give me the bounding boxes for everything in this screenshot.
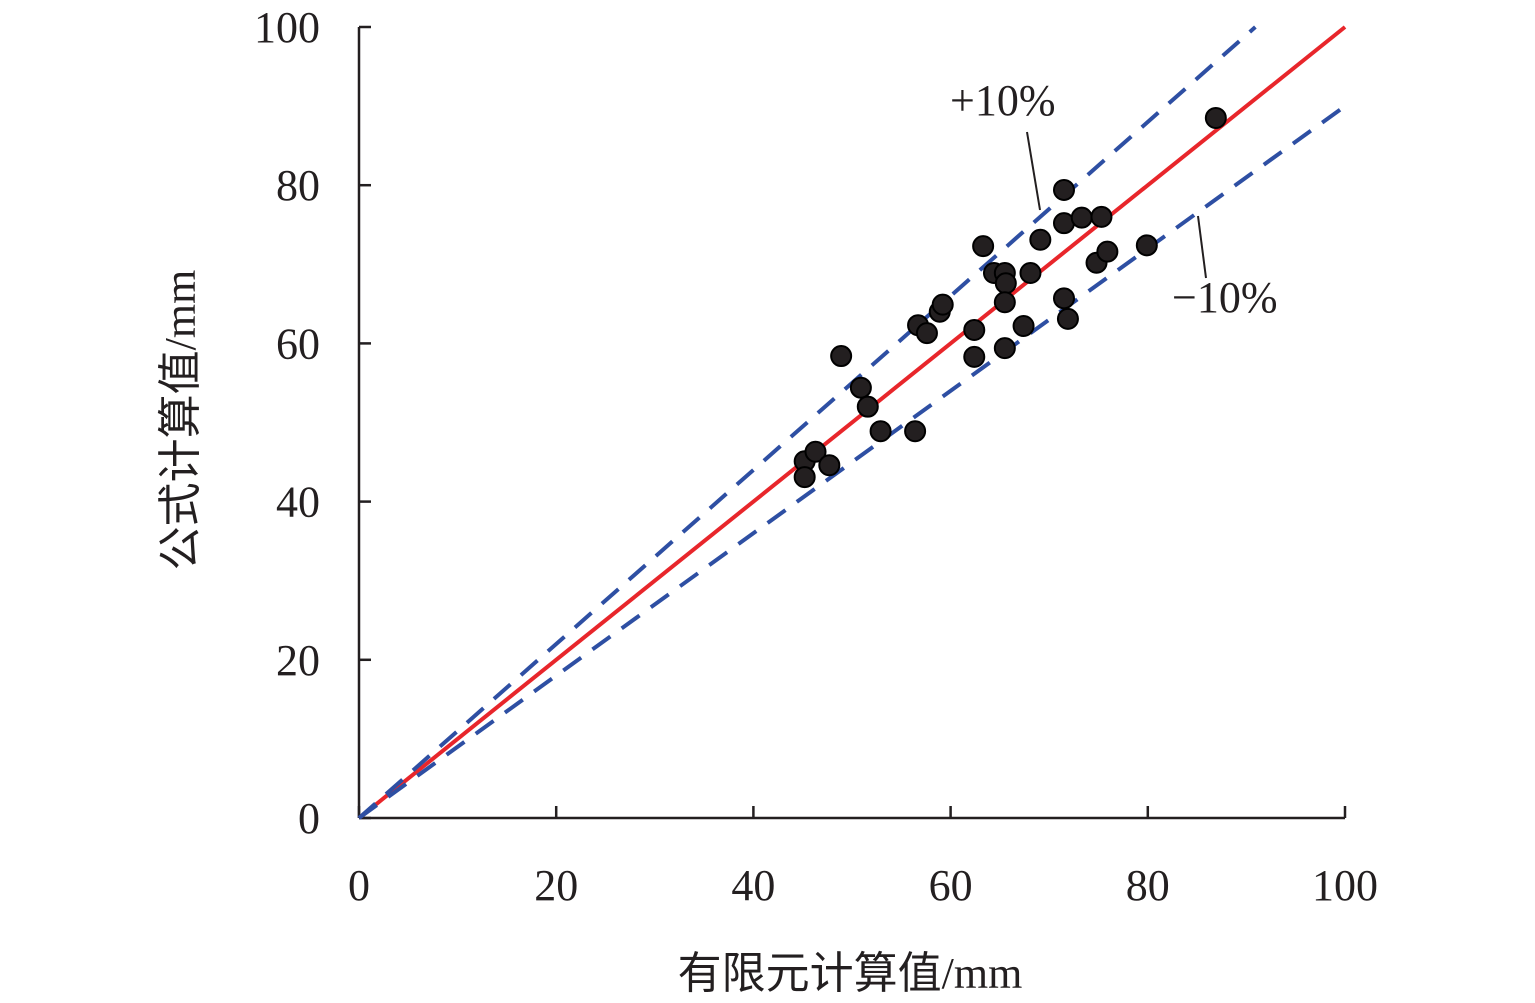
y-tick-label: 80 xyxy=(276,161,320,210)
data-point xyxy=(1070,206,1093,229)
y-tick-label: 0 xyxy=(298,794,320,843)
data-point xyxy=(1019,262,1042,285)
data-point xyxy=(1204,106,1227,129)
x-tick-label: 20 xyxy=(534,861,578,910)
data-point xyxy=(972,235,995,258)
annotation-plus10: +10% xyxy=(950,76,1055,125)
x-tick-label: 100 xyxy=(1312,861,1378,910)
data-point xyxy=(1012,314,1035,337)
data-point xyxy=(793,466,816,489)
annotation-minus10-leader xyxy=(1197,215,1207,279)
data-points xyxy=(793,106,1227,489)
data-point xyxy=(931,293,954,316)
data-point xyxy=(993,337,1016,360)
x-tick-label: 80 xyxy=(1126,861,1170,910)
data-point xyxy=(830,345,853,368)
x-tick-label: 40 xyxy=(731,861,775,910)
reference-line-equal xyxy=(357,25,1347,820)
y-tick-label: 100 xyxy=(254,3,320,52)
data-point xyxy=(963,345,986,368)
reference-lines xyxy=(357,25,1347,820)
annotation-plus10-leader xyxy=(1026,131,1041,211)
y-tick-label: 40 xyxy=(276,478,320,527)
data-point xyxy=(994,272,1017,295)
data-point xyxy=(963,318,986,341)
reference-line-minus10 xyxy=(357,104,1347,820)
data-point xyxy=(993,291,1016,314)
data-point xyxy=(1090,205,1113,228)
data-point xyxy=(1056,307,1079,330)
x-tick-label: 0 xyxy=(348,861,370,910)
data-point xyxy=(869,420,892,443)
data-point xyxy=(915,322,938,345)
x-tick-label: 60 xyxy=(929,861,973,910)
data-point xyxy=(1135,234,1158,257)
data-point xyxy=(1029,228,1052,251)
data-point xyxy=(804,440,827,463)
annotations: +10% −10% xyxy=(950,76,1277,322)
data-point xyxy=(818,454,841,477)
y-tick-label: 60 xyxy=(276,319,320,368)
data-point xyxy=(1052,178,1075,201)
x-axis-label: 有限元计算值/mm xyxy=(678,949,1023,998)
data-point xyxy=(1052,287,1075,310)
data-point xyxy=(1096,240,1119,263)
data-point xyxy=(856,395,879,418)
annotation-minus10: −10% xyxy=(1172,273,1277,322)
data-point xyxy=(904,420,927,443)
data-point xyxy=(849,376,872,399)
axes: 0 20 40 60 80 100 0 20 40 60 80 100 xyxy=(254,3,1378,910)
y-axis-label: 公式计算值/mm xyxy=(156,270,205,571)
reference-line-plus10 xyxy=(357,25,1257,820)
y-tick-label: 20 xyxy=(276,636,320,685)
